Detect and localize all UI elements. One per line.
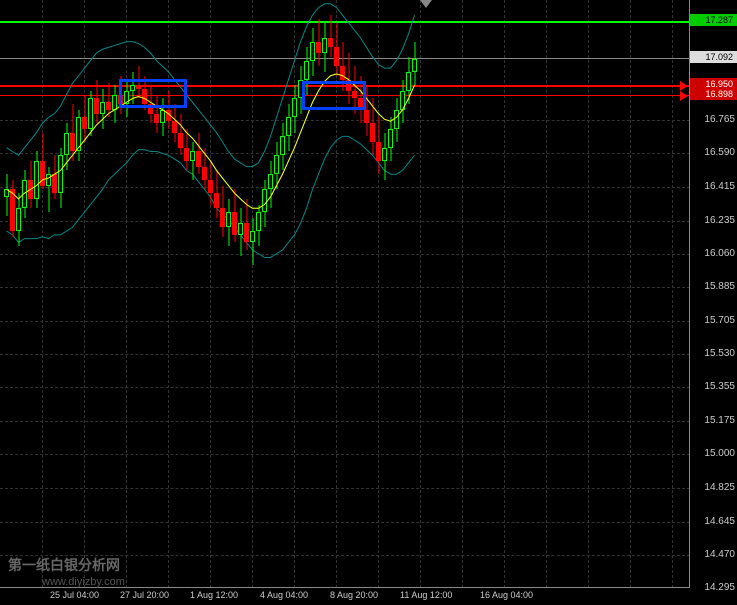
watermark-title: 第一纸白银分析网	[8, 555, 120, 575]
x-tick-label: 27 Jul 20:00	[120, 590, 169, 600]
candlestick[interactable]	[268, 0, 273, 588]
candlestick[interactable]	[76, 0, 81, 588]
price-level-label: 16.898	[690, 88, 737, 100]
y-tick-label: 16.590	[692, 147, 735, 158]
candlestick[interactable]	[244, 0, 249, 588]
candlestick[interactable]	[250, 0, 255, 588]
y-tick-label: 16.235	[692, 215, 735, 226]
arrow-right-icon	[680, 91, 688, 101]
price-level-label: 17.287	[690, 14, 737, 26]
candlestick[interactable]	[226, 0, 231, 588]
candlestick[interactable]	[46, 0, 51, 588]
y-tick-label: 14.825	[692, 482, 735, 493]
candlestick[interactable]	[280, 0, 285, 588]
y-tick-label: 15.000	[692, 448, 735, 459]
candlestick[interactable]	[70, 0, 75, 588]
y-tick-label: 16.060	[692, 248, 735, 259]
candlestick[interactable]	[370, 0, 375, 588]
candlestick[interactable]	[94, 0, 99, 588]
y-axis: 16.765 16.590 16.415 16.235 16.060 15.885 15.7…	[689, 0, 737, 588]
candlestick[interactable]	[22, 0, 27, 588]
candlestick[interactable]	[4, 0, 9, 588]
grid-line-v	[588, 0, 589, 588]
candlestick[interactable]	[58, 0, 63, 588]
candlestick[interactable]	[394, 0, 399, 588]
candlestick[interactable]	[100, 0, 105, 588]
grid-line-v	[420, 0, 421, 588]
y-tick-label: 15.530	[692, 348, 735, 359]
x-tick-label: 16 Aug 04:00	[480, 590, 533, 600]
plot-area[interactable]	[0, 0, 690, 588]
candlestick[interactable]	[16, 0, 21, 588]
candlestick[interactable]	[382, 0, 387, 588]
x-tick-label: 25 Jul 04:00	[50, 590, 99, 600]
candlestick[interactable]	[400, 0, 405, 588]
candlestick[interactable]	[214, 0, 219, 588]
y-tick-label: 14.645	[692, 516, 735, 527]
candlestick[interactable]	[64, 0, 69, 588]
y-tick-label: 15.175	[692, 415, 735, 426]
x-axis: 025 Jul 04:0027 Jul 20:001 Aug 12:004 Au…	[0, 587, 690, 605]
candlestick[interactable]	[292, 0, 297, 588]
arrow-right-icon	[680, 81, 688, 91]
y-tick-label: 14.295	[692, 582, 735, 593]
y-tick-label: 15.705	[692, 315, 735, 326]
y-tick-label: 15.355	[692, 381, 735, 392]
candlestick[interactable]	[274, 0, 279, 588]
candlestick[interactable]	[376, 0, 381, 588]
candlestick[interactable]	[412, 0, 417, 588]
candlestick[interactable]	[388, 0, 393, 588]
y-tick-label: 15.885	[692, 281, 735, 292]
candlestick[interactable]	[40, 0, 45, 588]
grid-line-v	[672, 0, 673, 588]
grid-line-v	[546, 0, 547, 588]
candlestick[interactable]	[88, 0, 93, 588]
y-tick-label: 16.415	[692, 181, 735, 192]
grid-line-v	[504, 0, 505, 588]
candlestick[interactable]	[112, 0, 117, 588]
highlight-box	[302, 81, 366, 110]
candlestick[interactable]	[10, 0, 15, 588]
y-tick-label: 14.470	[692, 549, 735, 560]
candlestick[interactable]	[52, 0, 57, 588]
candlestick[interactable]	[256, 0, 261, 588]
candlestick[interactable]	[196, 0, 201, 588]
candlestick[interactable]	[190, 0, 195, 588]
watermark-url: www.diyizby.com	[42, 576, 125, 588]
candlestick[interactable]	[406, 0, 411, 588]
candlestick[interactable]	[220, 0, 225, 588]
candlestick[interactable]	[202, 0, 207, 588]
x-tick-label: 8 Aug 20:00	[330, 590, 378, 600]
grid-line-v	[630, 0, 631, 588]
candlestick[interactable]	[28, 0, 33, 588]
candlestick[interactable]	[262, 0, 267, 588]
y-tick-label: 16.765	[692, 114, 735, 125]
chart-container: 16.765 16.590 16.415 16.235 16.060 15.885 15.7…	[0, 0, 737, 605]
candlestick[interactable]	[208, 0, 213, 588]
x-tick-label: 1 Aug 12:00	[190, 590, 238, 600]
candlestick[interactable]	[106, 0, 111, 588]
candlestick[interactable]	[232, 0, 237, 588]
candlestick[interactable]	[238, 0, 243, 588]
x-tick-label: 4 Aug 04:00	[260, 590, 308, 600]
price-level-label: 17.092	[690, 51, 737, 63]
candlestick[interactable]	[34, 0, 39, 588]
highlight-box	[119, 79, 187, 108]
x-tick-label: 11 Aug 12:00	[400, 590, 452, 600]
candlestick[interactable]	[82, 0, 87, 588]
candlestick[interactable]	[286, 0, 291, 588]
grid-line-v	[462, 0, 463, 588]
marker-triangle-icon	[420, 0, 432, 8]
